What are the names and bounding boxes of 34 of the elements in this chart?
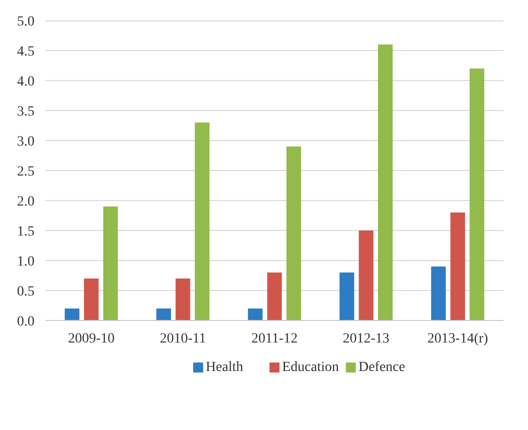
y-tick-label: 3.5 [17,104,34,120]
legend-label: Health [206,360,244,375]
bar [84,278,99,320]
bar [358,230,374,320]
y-tick-label: 0.0 [17,314,34,330]
bar [450,212,466,320]
bar [103,206,118,320]
y-tick-label: 2.5 [17,164,34,180]
x-tick-label: 2009-10 [68,332,115,346]
bar [431,266,446,320]
bar [286,146,302,320]
x-tick-label: 2013-14(r) [427,332,488,346]
bar [194,122,210,320]
bar [470,68,484,320]
y-tick-label: 3.0 [17,134,34,150]
y-tick-label: 2.0 [17,194,34,210]
bar [267,272,282,320]
y-tick-label: 4.5 [17,44,34,60]
bar [156,308,171,320]
y-tick-label: 1.5 [17,224,34,240]
y-tick-label: 0.5 [17,284,34,300]
x-tick-label: 2011-12 [251,332,298,346]
bar [340,272,354,320]
x-tick-label: 2010-11 [160,332,206,346]
bar [176,278,190,320]
legend-label: Defence [358,360,406,375]
legend-label: Education [282,360,339,375]
y-tick-label: 5.0 [17,14,34,30]
y-tick-label: 4.0 [17,74,34,90]
y-tick-label: 1.0 [17,254,34,270]
x-tick-label: 2012-13 [342,332,390,346]
bar [64,308,80,320]
bar [248,308,263,320]
bar [378,44,393,320]
